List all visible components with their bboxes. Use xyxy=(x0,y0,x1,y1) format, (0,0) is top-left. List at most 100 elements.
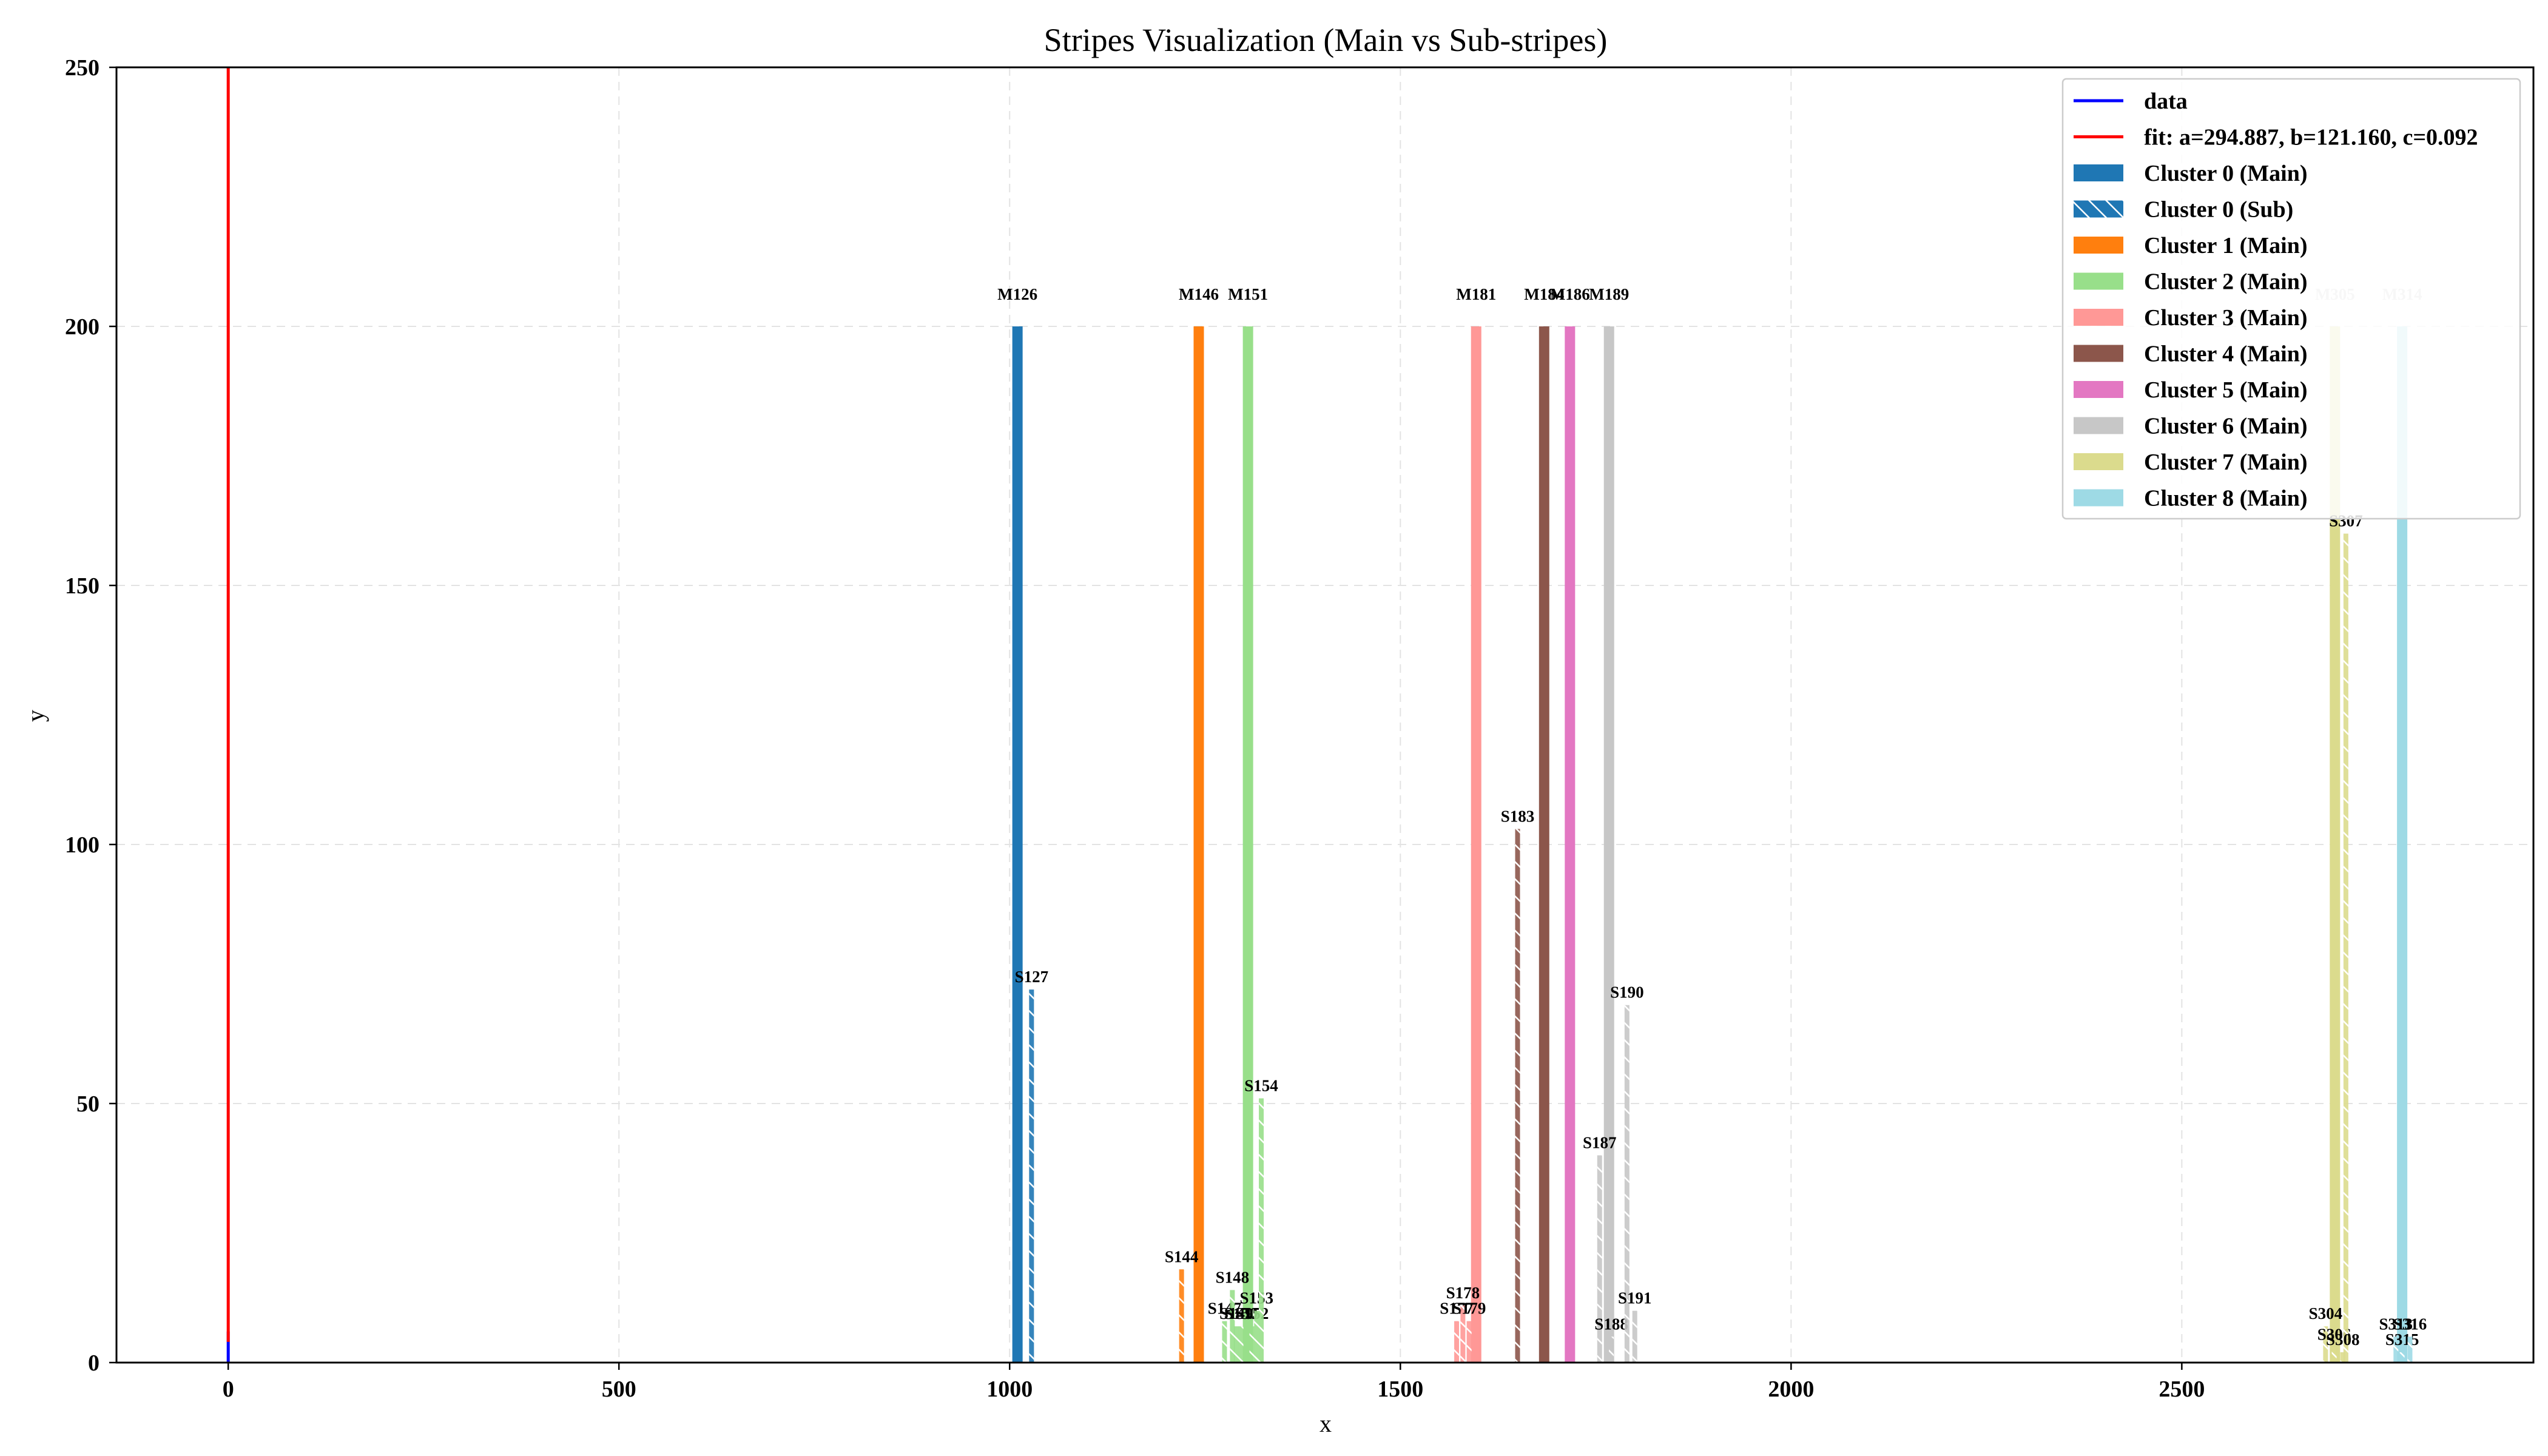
legend-swatch xyxy=(2074,164,2123,181)
legend-label: fit: a=294.887, b=121.160, c=0.092 xyxy=(2144,125,2478,150)
legend-label: Cluster 3 (Main) xyxy=(2144,305,2308,331)
y-axis-label: y xyxy=(22,710,49,722)
x-axis-label: x xyxy=(1320,1410,1332,1437)
sub-stripe-hatch xyxy=(1249,1326,1255,1363)
stripe-S313: S313 xyxy=(2379,1315,2413,1363)
legend-entry: Cluster 1 (Main) xyxy=(2074,233,2308,258)
stripe-label: S191 xyxy=(1618,1289,1652,1307)
stripe-label: S187 xyxy=(1583,1133,1617,1151)
legend-entry: Cluster 4 (Main) xyxy=(2074,342,2308,367)
stripe-S308: S308 xyxy=(2326,1330,2359,1363)
stripe-label: M184 xyxy=(1524,285,1564,303)
stripe-M184: M184 xyxy=(1524,285,1564,1363)
y-tick-label: 150 xyxy=(65,573,99,599)
main-stripe-bar xyxy=(1471,326,1481,1363)
stripe-S178: S178 xyxy=(1446,1284,1480,1363)
stripe-label: S149 xyxy=(1219,1304,1253,1323)
x-tick-label: 500 xyxy=(602,1377,636,1402)
main-stripe-bar xyxy=(1193,326,1204,1363)
legend-swatch xyxy=(2074,345,2123,362)
stripe-S149: S149 xyxy=(1219,1304,1253,1363)
legend-entry: Cluster 5 (Main) xyxy=(2074,377,2308,403)
legend-entry: Cluster 0 (Main) xyxy=(2074,161,2308,186)
stripe-label: S179 xyxy=(1452,1299,1486,1318)
sub-stripe-hatch xyxy=(1230,1290,1235,1363)
sub-stripe-hatch xyxy=(1029,989,1034,1363)
legend-label: Cluster 1 (Main) xyxy=(2144,233,2308,258)
legend-entry: data xyxy=(2074,89,2188,114)
main-stripe-bar xyxy=(1242,326,1253,1363)
stripe-S144: S144 xyxy=(1165,1247,1198,1363)
y-tick-label: 100 xyxy=(65,832,99,858)
stripe-S127: S127 xyxy=(1015,968,1049,1363)
legend-label: Cluster 0 (Main) xyxy=(2144,161,2308,186)
legend-label: Cluster 6 (Main) xyxy=(2144,414,2308,439)
sub-stripe-hatch xyxy=(1179,1269,1184,1363)
main-stripe-bar xyxy=(1565,326,1576,1363)
stripe-S316: S316 xyxy=(2393,1315,2427,1363)
legend-label: Cluster 7 (Main) xyxy=(2144,450,2308,475)
x-tick-label: 1000 xyxy=(986,1377,1033,1402)
stripe-label: S154 xyxy=(1244,1076,1278,1094)
legend-label: data xyxy=(2144,89,2188,114)
plot-frame xyxy=(115,66,2535,1364)
y-tick-label: 50 xyxy=(76,1091,99,1117)
legend-swatch xyxy=(2074,272,2123,290)
stripe-label: S190 xyxy=(1610,983,1644,1002)
x-tick-label: 2000 xyxy=(1768,1377,1814,1402)
chart-title: Stripes Visualization (Main vs Sub-strip… xyxy=(1044,22,1608,58)
legend-label: Cluster 5 (Main) xyxy=(2144,377,2308,403)
legend: data fit: a=294.887, b=121.160, c=0.092 Cl… xyxy=(2061,78,2521,520)
y-tick-label: 0 xyxy=(88,1350,99,1376)
axes: 0 500 1000 1500 2000 2500 0 50 100 150 200 250 xyxy=(65,55,2205,1402)
sub-stripe-hatch xyxy=(2399,1352,2405,1363)
legend-hatch xyxy=(2074,200,2123,218)
stripe-S147: S147 xyxy=(1208,1299,1242,1363)
stripe-S187: S187 xyxy=(1583,1133,1617,1363)
legend-label: Cluster 8 (Main) xyxy=(2144,486,2308,511)
stripe-S190: S190 xyxy=(1610,983,1644,1363)
sub-stripe-hatch xyxy=(1254,1310,1259,1363)
stripe-label: S178 xyxy=(1446,1284,1480,1302)
x-tick-label: 2500 xyxy=(2159,1377,2205,1402)
stripe-S191: S191 xyxy=(1618,1289,1652,1363)
stripe-M186: M186 xyxy=(1550,285,1590,1363)
stripe-S304: S304 xyxy=(2309,1304,2342,1363)
stripe-label: S148 xyxy=(1216,1268,1250,1286)
sub-stripe-hatch xyxy=(1454,1321,1460,1363)
stripe-label: M181 xyxy=(1456,285,1496,303)
legend-label: Cluster 2 (Main) xyxy=(2144,269,2308,295)
stripe-S148: S148 xyxy=(1216,1268,1250,1363)
stripe-label: S150 xyxy=(1224,1304,1258,1323)
sub-stripe-hatch xyxy=(1632,1310,1637,1363)
main-stripe-bar xyxy=(1012,326,1023,1363)
stripe-label: M186 xyxy=(1550,285,1590,303)
legend-box xyxy=(2061,78,2521,520)
legend-entry: Cluster 3 (Main) xyxy=(2074,305,2308,331)
main-stripe-bar xyxy=(2330,326,2341,1363)
stripe-label: M151 xyxy=(1228,285,1268,303)
x-tick-label: 1500 xyxy=(1377,1377,1423,1402)
stripe-label: S313 xyxy=(2379,1315,2413,1333)
sub-stripe-hatch xyxy=(1238,1326,1244,1363)
chart-marks: M126S127M146S144M151S147S148S149S150S152… xyxy=(226,67,2427,1363)
legend-swatch xyxy=(2074,309,2123,326)
stripe-S315: S315 xyxy=(2385,1330,2419,1363)
main-stripe-bar xyxy=(2397,326,2408,1363)
stripe-label: S147 xyxy=(1208,1299,1242,1318)
sub-stripe-hatch xyxy=(2331,1347,2337,1363)
sub-stripe-hatch xyxy=(1515,829,1520,1363)
stripe-S154: S154 xyxy=(1244,1076,1278,1363)
sub-stripe-hatch xyxy=(1597,1155,1602,1363)
stripe-label: S183 xyxy=(1501,807,1535,825)
stripe-label: S315 xyxy=(2385,1330,2419,1349)
main-stripe-bar xyxy=(1539,326,1549,1363)
legend-swatch xyxy=(2074,453,2123,470)
stripe-label: S316 xyxy=(2393,1315,2427,1333)
sub-stripe-hatch xyxy=(1233,1326,1239,1363)
sub-stripe-hatch xyxy=(1222,1321,1227,1363)
stripe-label: S127 xyxy=(1015,968,1049,986)
stripe-S150: S150 xyxy=(1224,1304,1258,1363)
sub-stripe-hatch xyxy=(1460,1306,1466,1363)
